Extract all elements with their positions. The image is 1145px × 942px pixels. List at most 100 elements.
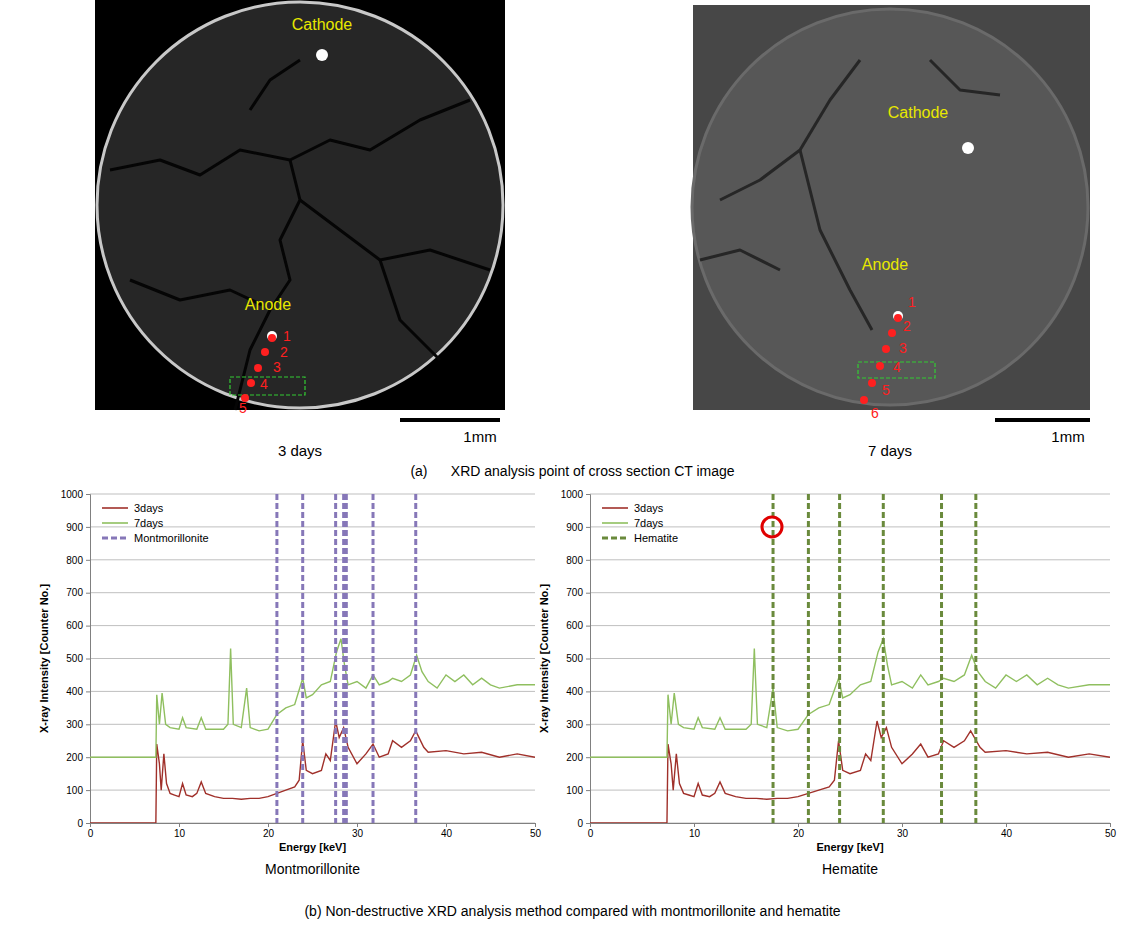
y-tick-label: 500 [566,653,583,664]
grid-line [90,691,535,692]
y-axis-title: X-ray Intensity [Counter No.] [38,584,50,733]
analysis-point-label: 5 [239,400,247,416]
x-tick-mark [179,823,180,827]
grid-line [90,592,535,593]
x-tick-label: 40 [441,828,453,839]
y-axis: 01002003004005006007008009001000 [61,489,91,829]
y-tick-label: 0 [77,818,83,829]
ct-image: CathodeAnode123451mm3 days [95,0,505,459]
y-tick: 500 [66,653,90,664]
cathode-label: Cathode [292,16,353,33]
y-tick: 700 [66,587,90,598]
chart-title: Hematite [822,861,878,877]
grid-line [90,494,535,495]
y-tick-label: 900 [566,522,583,533]
y-tick-mark [586,593,590,594]
analysis-point [247,379,255,387]
legend-label: Montmorillonite [134,532,209,544]
reference-line [345,494,348,823]
y-tick-mark [86,790,90,791]
x-tick-label: 0 [88,828,94,839]
x-tick-label: 30 [897,828,909,839]
y-tick: 300 [566,719,590,730]
legend-label: 3days [634,502,664,514]
analysis-point [860,396,868,404]
anode-label: Anode [245,296,291,313]
x-tick: 30 [897,823,909,839]
y-tick: 600 [66,620,90,631]
y-tick-label: 400 [566,686,583,697]
y-tick-mark [586,494,590,495]
y-tick-mark [86,527,90,528]
grid-line [590,526,1110,527]
x-tick-mark [535,823,536,827]
crack [130,280,262,305]
y-axis-line [586,495,591,824]
analysis-point [888,329,896,337]
y-tick-label: 700 [66,587,83,598]
y-tick-mark [586,691,590,692]
analysis-point [868,379,876,387]
y-tick: 200 [66,752,90,763]
crack [800,150,872,330]
legend-swatch [602,522,628,524]
y-axis: 01002003004005006007008009001000 [561,489,591,829]
y-tick-label: 600 [66,620,83,631]
x-tick-label: 50 [1105,828,1117,839]
y-tick-mark [86,494,90,495]
x-tick-label: 20 [793,828,805,839]
image-background [693,5,1090,410]
legend-label: Hematite [634,532,678,544]
y-tick-label: 1000 [61,489,84,500]
x-axis: 01020304050 [88,823,542,839]
x-tick-mark [1006,823,1007,827]
crack [235,160,300,410]
grid-line [90,658,535,659]
y-axis-line [86,495,91,824]
grid-line [90,625,535,626]
x-tick-mark [446,823,447,827]
reference-line [838,494,841,823]
analysis-point [254,364,262,372]
x-axis: 01020304050 [588,823,1117,839]
analysis-point [261,348,269,356]
legend: 3days7daysMontmorillonite [102,502,209,544]
spectrum-line [590,639,1110,757]
legend-swatch [102,522,128,524]
y-tick-label: 100 [566,785,583,796]
reference-line [275,494,278,823]
specimen [97,2,503,408]
x-tick-mark [694,823,695,827]
cathode-label: Cathode [888,104,949,121]
reference-line [414,494,417,823]
chart-title: Montmorillonite [265,861,360,877]
legend: 3days7daysHematite [602,502,678,544]
y-tick-mark [86,823,90,824]
y-tick-label: 900 [66,522,83,533]
x-tick-label: 10 [689,828,701,839]
analysis-point [876,362,884,370]
analysis-point [882,345,890,353]
analysis-point-label: 1 [283,328,291,344]
y-tick: 600 [566,620,590,631]
image-label: 7 days [868,442,912,459]
scale-bar-label: 1mm [1051,428,1084,445]
x-tick: 10 [689,823,701,839]
y-tick: 0 [577,818,590,829]
reference-line [882,494,885,823]
y-tick-mark [586,724,590,725]
specimen [692,9,1088,405]
scale-bar [995,418,1090,422]
chart: 0102030405001002003004005006007008009001… [38,489,541,877]
y-tick-mark [586,527,590,528]
y-tick-mark [86,757,90,758]
annotation-circle [762,517,782,537]
cathode-wire [316,49,328,61]
reference-line [334,494,337,823]
y-tick-mark [86,724,90,725]
grid [590,494,1110,823]
x-tick: 40 [441,823,453,839]
y-tick-mark [586,560,590,561]
analysis-point-label: 3 [273,359,281,375]
grid-line [590,494,1110,495]
